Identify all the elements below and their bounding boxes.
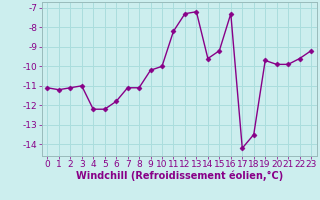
X-axis label: Windchill (Refroidissement éolien,°C): Windchill (Refroidissement éolien,°C) bbox=[76, 171, 283, 181]
